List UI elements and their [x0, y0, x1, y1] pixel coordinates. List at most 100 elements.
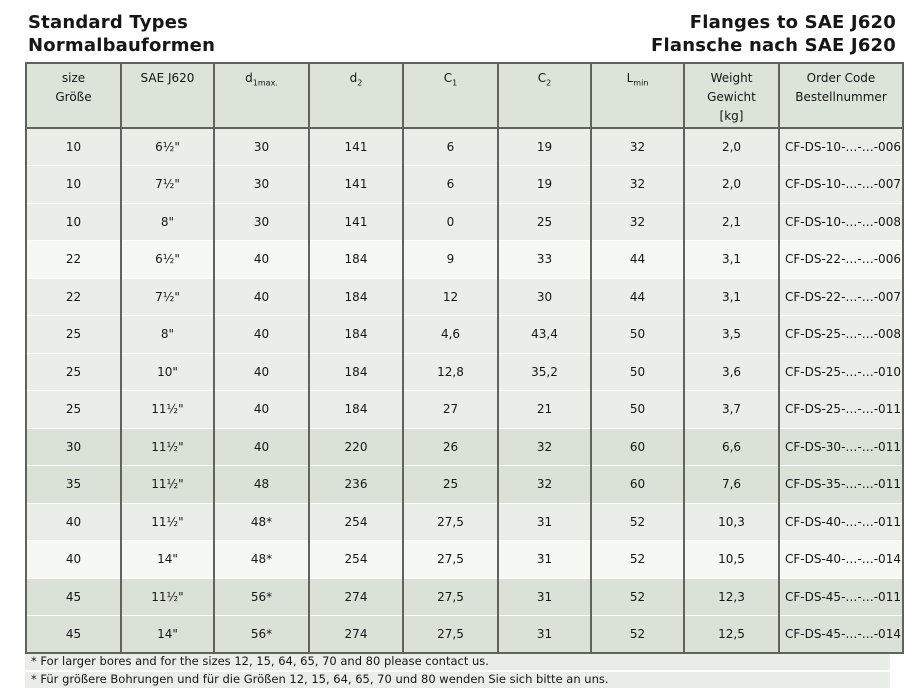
header-lmin: Lmin [590, 63, 684, 129]
cell-c2: 30 [497, 277, 591, 316]
cell-sae-j620: 7½" [120, 165, 214, 203]
cell-d1max: 40 [213, 352, 309, 391]
cell-sae-j620: 8" [120, 202, 214, 241]
cell-c2: 19 [497, 165, 591, 203]
cell-d2: 184 [308, 390, 403, 428]
cell-size: 40 [26, 502, 121, 541]
cell-d2: 254 [308, 502, 403, 541]
cell-d2: 236 [308, 465, 403, 503]
cell-size: 35 [26, 465, 121, 503]
cell-d1max: 30 [213, 202, 309, 241]
title-right: Flanges to SAE J620 Flansche nach SAE J6… [651, 11, 896, 57]
footnote-en: * For larger bores and for the sizes 12,… [25, 654, 890, 670]
cell-order-code: CF-DS-40-…-…-014 [778, 540, 903, 578]
header-c2: C2 [497, 63, 591, 129]
header-d2: d2 [308, 63, 403, 129]
header-c1: C1 [402, 63, 498, 129]
table-row: 10 8" 30 141 0 25 32 2,1 CF-DS-10-…-…-008 [26, 202, 903, 241]
cell-size: 40 [26, 540, 121, 578]
cell-c2: 33 [497, 240, 591, 278]
cell-lmin: 52 [590, 502, 684, 541]
cell-d2: 220 [308, 427, 403, 466]
cell-c1: 27,5 [402, 577, 498, 616]
cell-size: 25 [26, 315, 121, 353]
cell-order-code: CF-DS-10-…-…-007 [778, 165, 903, 203]
header-d1max: d1max. [213, 63, 309, 129]
cell-sae-j620: 6½" [120, 240, 214, 278]
cell-d2: 184 [308, 240, 403, 278]
cell-lmin: 32 [590, 128, 684, 166]
table-row: 25 8" 40 184 4,6 43,4 50 3,5 CF-DS-25-…-…-008 [26, 315, 903, 353]
cell-lmin: 50 [590, 352, 684, 391]
cell-size: 10 [26, 165, 121, 203]
cell-weight: 3,1 [683, 277, 779, 316]
cell-c1: 6 [402, 128, 498, 166]
cell-weight: 3,6 [683, 352, 779, 391]
cell-d1max: 56* [213, 577, 309, 616]
cell-sae-j620: 11½" [120, 390, 214, 428]
cell-weight: 10,3 [683, 502, 779, 541]
cell-size: 25 [26, 352, 121, 391]
cell-d1max: 40 [213, 315, 309, 353]
cell-d1max: 48 [213, 465, 309, 503]
cell-order-code: CF-DS-35-…-…-011 [778, 465, 903, 503]
cell-weight: 7,6 [683, 465, 779, 503]
cell-sae-j620: 7½" [120, 277, 214, 316]
cell-weight: 2,0 [683, 165, 779, 203]
cell-c1: 27,5 [402, 540, 498, 578]
cell-c1: 6 [402, 165, 498, 203]
table-row: 22 6½" 40 184 9 33 44 3,1 CF-DS-22-…-…-006 [26, 240, 903, 278]
table-row: 25 10" 40 184 12,8 35,2 50 3,6 CF-DS-25-…-…-010 [26, 352, 903, 391]
cell-size: 25 [26, 390, 121, 428]
cell-d1max: 56* [213, 615, 309, 653]
footnote-de: * Für größere Bohrungen und für die Größ… [25, 672, 890, 688]
cell-order-code: CF-DS-22-…-…-007 [778, 277, 903, 316]
table-row: 45 11½" 56* 274 27,5 31 52 12,3 CF-DS-45-…-…-011 [26, 577, 903, 616]
cell-sae-j620: 11½" [120, 427, 214, 466]
cell-lmin: 60 [590, 427, 684, 466]
cell-lmin: 60 [590, 465, 684, 503]
cell-d1max: 40 [213, 427, 309, 466]
header-weight: Weight Gewicht [kg] [683, 63, 779, 129]
header-order-code: Order Code Bestellnummer [778, 63, 903, 129]
cell-lmin: 50 [590, 315, 684, 353]
cell-c2: 35,2 [497, 352, 591, 391]
table-row: 30 11½" 40 220 26 32 60 6,6 CF-DS-30-…-…-011 [26, 427, 903, 466]
cell-sae-j620: 11½" [120, 577, 214, 616]
cell-weight: 3,1 [683, 240, 779, 278]
table-body: 10 6½" 30 141 6 19 32 2,0 CF-DS-10-…-…-006 10 7½" 3… [26, 128, 903, 653]
cell-d2: 141 [308, 202, 403, 241]
cell-c1: 26 [402, 427, 498, 466]
cell-sae-j620: 14" [120, 615, 214, 653]
cell-weight: 12,5 [683, 615, 779, 653]
cell-c1: 12,8 [402, 352, 498, 391]
cell-order-code: CF-DS-45-…-…-011 [778, 577, 903, 616]
cell-weight: 3,7 [683, 390, 779, 428]
cell-sae-j620: 11½" [120, 502, 214, 541]
cell-c1: 27 [402, 390, 498, 428]
cell-d1max: 48* [213, 502, 309, 541]
cell-c2: 31 [497, 502, 591, 541]
cell-c1: 12 [402, 277, 498, 316]
cell-c2: 21 [497, 390, 591, 428]
cell-c2: 19 [497, 128, 591, 166]
cell-d2: 141 [308, 128, 403, 166]
title-left-line2: Normalbauformen [28, 35, 216, 56]
cell-lmin: 52 [590, 540, 684, 578]
cell-d1max: 40 [213, 277, 309, 316]
cell-c2: 32 [497, 465, 591, 503]
title-right-line1: Flanges to SAE J620 [689, 12, 896, 33]
cell-size: 22 [26, 240, 121, 278]
cell-order-code: CF-DS-45-…-…-014 [778, 615, 903, 653]
table-header-row: size Größe SAE J620 d1max. d2 C1 C2 [26, 63, 903, 129]
cell-lmin: 52 [590, 615, 684, 653]
cell-order-code: CF-DS-22-…-…-006 [778, 240, 903, 278]
cell-sae-j620: 10" [120, 352, 214, 391]
cell-lmin: 44 [590, 277, 684, 316]
cell-sae-j620: 14" [120, 540, 214, 578]
cell-weight: 2,0 [683, 128, 779, 166]
cell-sae-j620: 11½" [120, 465, 214, 503]
cell-order-code: CF-DS-25-…-…-008 [778, 315, 903, 353]
cell-lmin: 32 [590, 202, 684, 241]
